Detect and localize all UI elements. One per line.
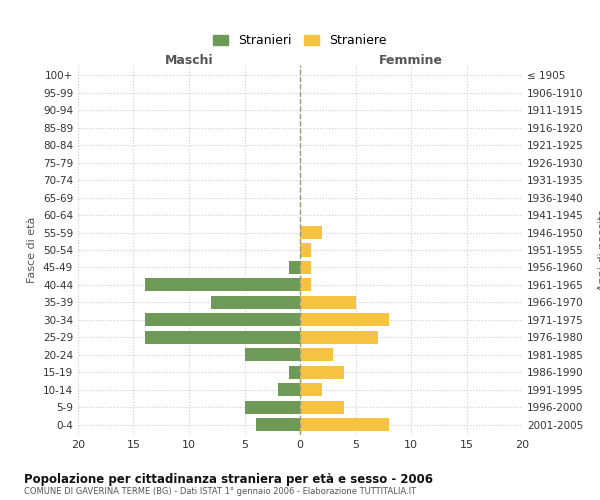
Bar xyxy=(300,348,334,362)
Bar xyxy=(300,330,378,344)
Bar xyxy=(145,278,300,291)
Bar xyxy=(278,383,300,396)
Bar xyxy=(300,226,322,239)
Bar xyxy=(300,296,355,309)
Bar xyxy=(300,418,389,431)
Bar xyxy=(245,400,300,413)
Text: Popolazione per cittadinanza straniera per età e sesso - 2006: Popolazione per cittadinanza straniera p… xyxy=(24,472,433,486)
Text: COMUNE DI GAVERINA TERME (BG) - Dati ISTAT 1° gennaio 2006 - Elaborazione TUTTIT: COMUNE DI GAVERINA TERME (BG) - Dati IST… xyxy=(24,488,416,496)
Bar xyxy=(289,261,300,274)
Bar xyxy=(300,278,311,291)
Bar xyxy=(300,383,322,396)
Bar xyxy=(145,314,300,326)
Y-axis label: Anni di nascita: Anni di nascita xyxy=(598,209,600,291)
Legend: Stranieri, Straniere: Stranieri, Straniere xyxy=(213,34,387,47)
Text: Maschi: Maschi xyxy=(164,54,214,66)
Bar xyxy=(300,261,311,274)
Y-axis label: Fasce di età: Fasce di età xyxy=(28,217,37,283)
Bar xyxy=(245,348,300,362)
Text: Femmine: Femmine xyxy=(379,54,443,66)
Bar xyxy=(300,314,389,326)
Bar xyxy=(300,244,311,256)
Bar xyxy=(256,418,300,431)
Bar xyxy=(211,296,300,309)
Bar xyxy=(300,366,344,378)
Bar xyxy=(300,400,344,413)
Bar xyxy=(289,366,300,378)
Bar xyxy=(145,330,300,344)
